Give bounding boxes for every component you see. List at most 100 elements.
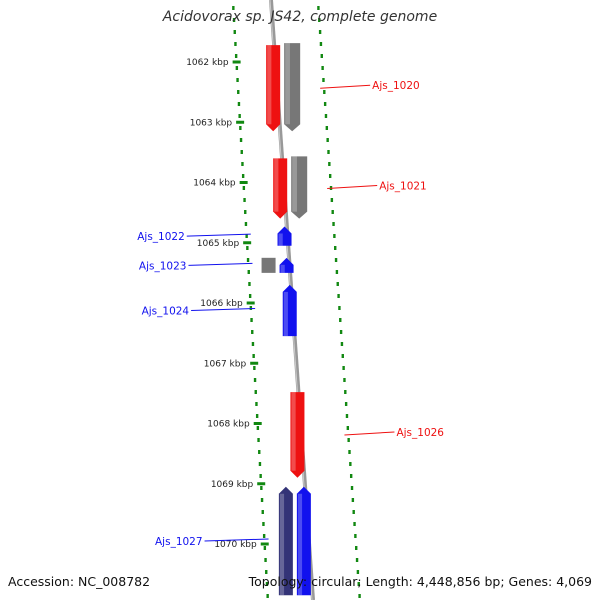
inner-ring-dot [236,78,239,82]
inner-ring-dot [244,222,248,226]
inner-ring-dot [255,402,258,406]
outer-ring-dot [339,318,342,322]
gc-block-shine [285,43,290,125]
inner-ring-dot [237,102,241,106]
outer-ring-dot [357,582,360,586]
outer-ring-dot [337,294,340,298]
gene-label: Ajs_1021 [379,181,427,193]
tick-mark [232,60,241,64]
outer-ring-dot [317,6,320,10]
inner-ring-dot [260,486,263,490]
outer-ring-dot [319,42,323,46]
inner-ring-dot [252,354,255,358]
forward-gene-arrow [266,45,281,132]
outer-ring-dot [335,270,339,274]
gene-labels: Ajs_1020 Ajs_1021 Ajs_1022 Ajs_1023 Ajs_1024… [137,80,444,548]
inner-ring-dot [256,426,260,430]
outer-ring-dot [338,306,341,310]
outer-ring-dot [324,114,328,118]
tick-mark [246,301,255,305]
inner-ring-dot [248,282,251,286]
outer-ring-dot [325,126,329,130]
tick-label: 1070 kbp [214,540,257,550]
tick-mark [236,120,245,124]
inner-ring-dot [253,366,256,370]
outer-ring-dot [330,198,334,202]
tick-label: 1063 kbp [190,118,233,128]
reverse-gene-arrow-shine [297,493,303,596]
gene-label: Ajs_1024 [142,306,190,318]
outer-ring-dot [358,594,361,598]
outer-ring-dot [344,402,348,406]
outer-ring-dot [343,378,346,382]
inner-ring-dot [234,42,237,46]
outer-ring-dot [323,90,326,94]
inner-ring-dot [257,438,260,442]
gc-block [261,257,276,273]
gene-label-leader [188,262,253,266]
inner-ring-dot [241,162,244,166]
inner-ring-dot [242,186,246,190]
outer-ring-dot [327,150,330,154]
tick-label: 1062 kbp [186,58,229,68]
inner-ring-dot [234,54,238,58]
gene-label: Ajs_1022 [137,231,185,243]
inner-ring-dot [246,246,249,250]
outer-ring-dot [345,414,349,418]
gene-label-leader [204,538,269,542]
inner-ring-dot [244,210,247,214]
outer-ring-dot [332,222,335,226]
outer-ring-dot [350,486,354,490]
inner-ring-dot [250,318,253,322]
reverse-gene-arrow-dark [278,486,293,596]
reverse-gene-arrow-dark-shine [279,493,285,596]
outer-ring-dot [339,330,343,334]
gc-block-shine [292,156,297,212]
outer-ring-dot [336,282,339,286]
genome-summary-text: Topology: circular; Length: 4,448,856 bp… [248,574,592,589]
outer-ring-dot [341,354,344,358]
tick-label: 1069 kbp [211,480,254,490]
inner-ring-dot [266,594,269,598]
outer-ring-dot [322,78,325,82]
tick-label: 1065 kbp [197,239,240,249]
inner-ring-dot [238,114,241,118]
outer-ring-dot [342,366,345,370]
outer-ring-dot [349,462,352,466]
outer-ring-dot [353,522,356,526]
gene-label: Ajs_1026 [396,427,444,439]
outer-ring-dot [331,210,334,214]
outer-ring-dot [351,498,355,502]
outer-ring-dot [346,426,350,430]
inner-ring-dot [254,390,257,394]
reverse-gene-arrow-shine [278,233,283,246]
outer-ring-dot [328,162,331,166]
inner-ring-dot [263,546,267,550]
inner-ring-dot [255,414,259,418]
reverse-gene-arrow-shine [280,264,285,273]
inner-ring-dot [245,234,248,238]
outer-ring-dot [356,570,360,574]
tick-mark [250,361,259,365]
accession-text: Accession: NC_008782 [8,574,151,589]
outer-ring-dot [347,438,350,442]
dotted-rings [232,6,361,598]
genome-title: Acidovorax sp. JS42, complete genome [162,9,438,25]
inner-ring-dot [249,306,253,310]
gene-label-leader [344,431,395,436]
forward-gene-arrow-shine [291,392,296,471]
gene-label: Ajs_1027 [155,536,203,548]
inner-ring-dot [240,150,243,154]
inner-ring-dot [232,18,236,22]
inner-ring-dot [265,582,269,586]
outer-ring-dot [326,138,329,142]
inner-ring-dot [248,294,252,298]
inner-ring-dot [259,474,262,478]
reverse-gene-arrow [277,226,292,246]
inner-ring-dot [237,90,240,94]
inner-ring-dot [233,30,236,34]
outer-ring-dot [333,234,336,238]
tick-mark [257,482,266,486]
inner-ring-dot [232,6,235,10]
